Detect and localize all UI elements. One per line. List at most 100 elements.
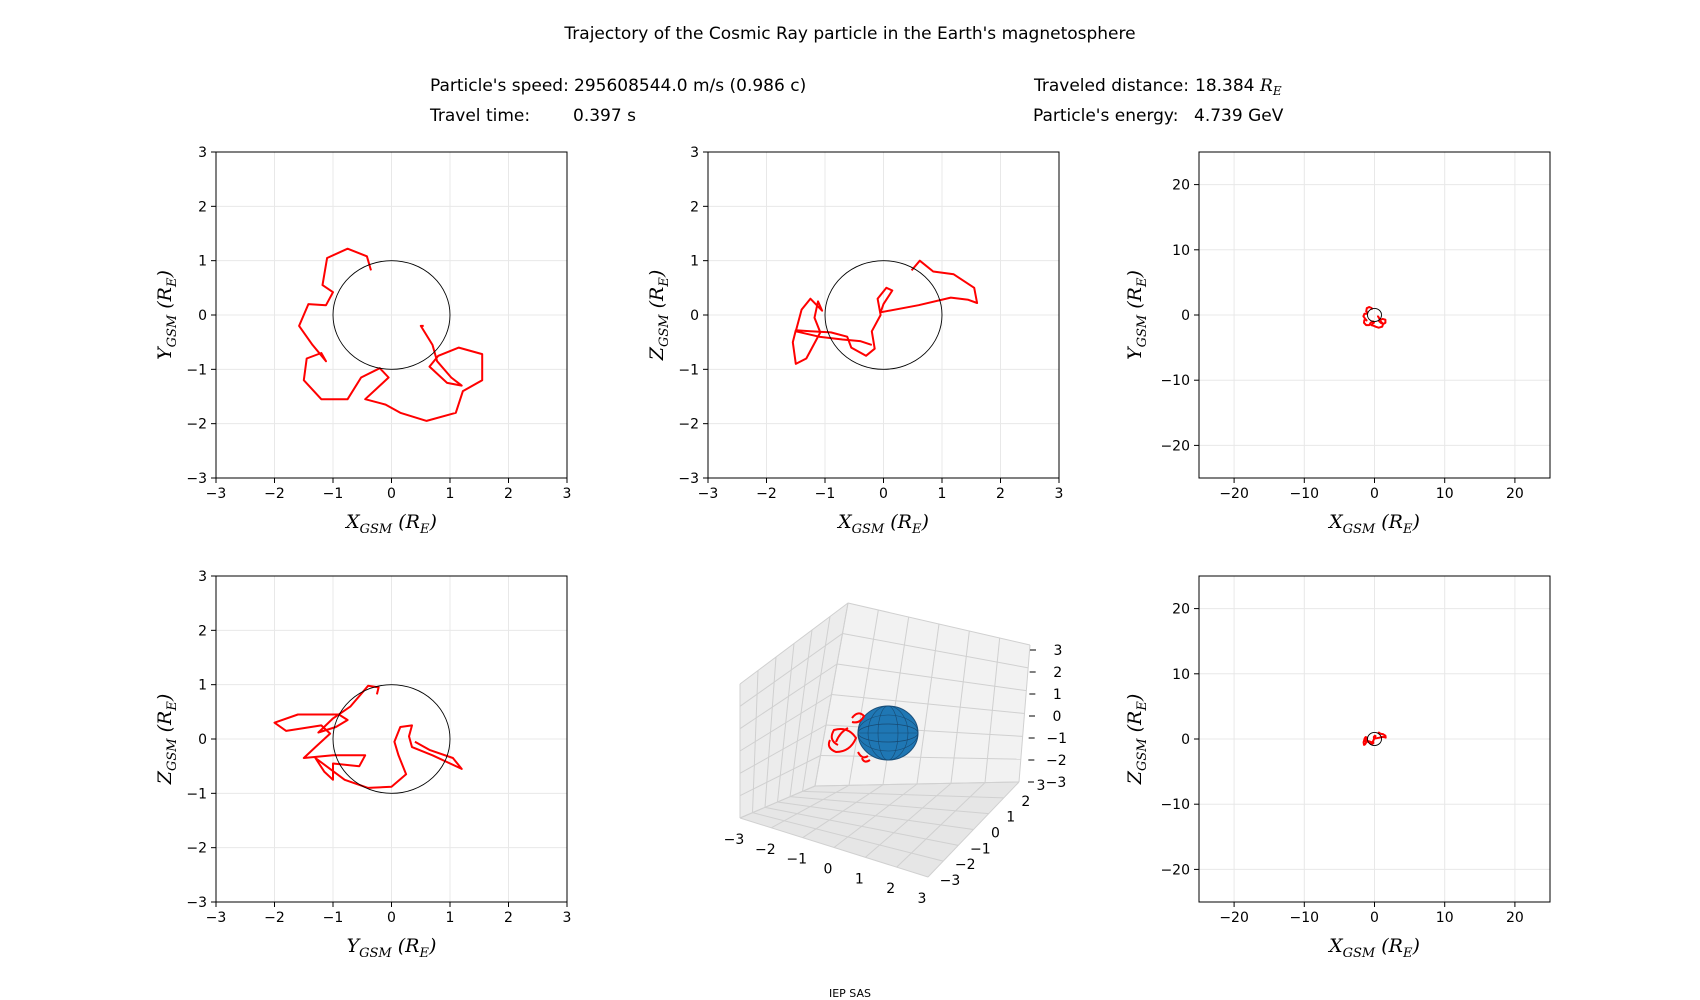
3d-x-tick-label: −1 bbox=[786, 852, 807, 868]
footer-text: IEP SAS bbox=[829, 987, 871, 1000]
y-tick-label: 10 bbox=[1172, 667, 1190, 683]
x-tick-label: 20 bbox=[1506, 910, 1524, 926]
x-tick-label: −2 bbox=[264, 910, 285, 926]
x-tick-label: 0 bbox=[387, 486, 396, 502]
speed-label: Particle's speed: bbox=[430, 76, 569, 96]
y-tick-label: 2 bbox=[198, 199, 207, 215]
y-tick-label: 3 bbox=[690, 145, 699, 161]
3d-y-tick-label: −2 bbox=[955, 857, 976, 873]
trajectory-line bbox=[1362, 306, 1387, 329]
x-tick-label: −2 bbox=[756, 486, 777, 502]
time-label: Travel time: bbox=[429, 106, 530, 126]
3d-x-tick-label: 1 bbox=[855, 871, 864, 887]
y-tick-label: −1 bbox=[186, 362, 207, 378]
y-axis-label: ZGSM (RE) bbox=[646, 270, 672, 362]
figure-title: Trajectory of the Cosmic Ray particle in… bbox=[564, 24, 1136, 44]
x-tick-label: 2 bbox=[504, 910, 513, 926]
3d-gridline bbox=[847, 602, 1031, 646]
distance-value: 18.384 bbox=[1195, 76, 1254, 96]
3d-y-tick-label: 3 bbox=[1037, 778, 1046, 794]
y-tick-label: 3 bbox=[198, 569, 207, 585]
info-panel: Particle's speed: 295608544.0 m/s (0.986… bbox=[429, 76, 1284, 126]
x-tick-label: −3 bbox=[698, 486, 719, 502]
trajectory-line bbox=[273, 684, 463, 789]
x-tick-label: −3 bbox=[206, 486, 227, 502]
earth-outline bbox=[824, 260, 943, 370]
3d-x-tick-label: 2 bbox=[886, 881, 895, 897]
x-tick-label: 1 bbox=[446, 910, 455, 926]
x-tick-label: 0 bbox=[879, 486, 888, 502]
speed-value: 295608544.0 m/s (0.986 c) bbox=[574, 76, 806, 96]
panel-xy-small: −3−3 −2 −2 −1 −1 0 0 1 1 2 2 3 3 XGSM (RE) YGSM (RE) bbox=[154, 145, 571, 537]
distance-label: Traveled distance: bbox=[1033, 76, 1189, 96]
y-tick-label: 1 bbox=[198, 678, 207, 694]
3d-gridline bbox=[814, 602, 849, 787]
y-tick-label: −20 bbox=[1160, 862, 1190, 878]
panel-xz-large: −20 −20 −10 −10 0 0 10 10 20 20 XGSM (RE) ZGSM (RE) bbox=[1124, 575, 1551, 961]
y-tick-label: 20 bbox=[1172, 602, 1190, 618]
y-tick-label: −20 bbox=[1160, 438, 1190, 454]
y-tick-label: −3 bbox=[186, 471, 207, 487]
energy-value: 4.739 GeV bbox=[1194, 106, 1284, 126]
trajectory-line bbox=[791, 259, 979, 365]
y-tick-label: −3 bbox=[186, 895, 207, 911]
trajectory-line bbox=[298, 247, 484, 422]
earth-outline bbox=[1367, 732, 1382, 746]
3d-z-tick-label: 1 bbox=[1053, 687, 1062, 703]
x-tick-label: 2 bbox=[996, 486, 1005, 502]
x-tick-label: 0 bbox=[1370, 910, 1379, 926]
3d-x-tick-label: 3 bbox=[918, 891, 927, 907]
panel-xz-small: −3−3 −2 −2 −1 −1 0 0 1 1 2 2 3 3 XGSM (RE) ZGSM (RE) bbox=[646, 145, 1063, 537]
y-axis-label: ZGSM (RE) bbox=[1124, 694, 1150, 786]
x-axis-label: XGSM (RE) bbox=[1327, 935, 1420, 961]
x-axis-label: XGSM (RE) bbox=[836, 511, 929, 537]
y-tick-label: −2 bbox=[186, 417, 207, 433]
y-tick-label: 1 bbox=[690, 254, 699, 270]
energy-label: Particle's energy: bbox=[1033, 106, 1178, 126]
y-tick-label: 0 bbox=[1181, 732, 1190, 748]
x-tick-label: 10 bbox=[1436, 486, 1454, 502]
x-tick-label: 3 bbox=[563, 910, 572, 926]
x-tick-label: −20 bbox=[1219, 910, 1249, 926]
y-tick-label: −2 bbox=[678, 417, 699, 433]
y-tick-label: 2 bbox=[690, 199, 699, 215]
3d-y-tick-label: −3 bbox=[940, 873, 961, 889]
x-tick-label: −10 bbox=[1290, 486, 1320, 502]
3d-trajectory bbox=[827, 712, 871, 763]
y-tick-label: −1 bbox=[678, 362, 699, 378]
y-tick-label: −3 bbox=[678, 471, 699, 487]
3d-gridline bbox=[814, 781, 1020, 787]
x-tick-label: 3 bbox=[1055, 486, 1064, 502]
earth-outline bbox=[332, 260, 451, 370]
3d-y-tick-label: 2 bbox=[1021, 794, 1030, 810]
3d-z-tick-label: −1 bbox=[1046, 731, 1067, 747]
y-tick-label: 2 bbox=[198, 623, 207, 639]
distance-unit: RE bbox=[1259, 76, 1282, 98]
x-axis-label: XGSM (RE) bbox=[344, 511, 437, 537]
3d-y-tick-label: 0 bbox=[991, 826, 1000, 842]
x-tick-label: −20 bbox=[1219, 486, 1249, 502]
trajectory-line bbox=[1362, 731, 1387, 746]
x-tick-label: −10 bbox=[1290, 910, 1320, 926]
y-tick-label: 20 bbox=[1172, 178, 1190, 194]
x-tick-label: −1 bbox=[323, 486, 344, 502]
3d-x-tick-label: −2 bbox=[755, 842, 776, 858]
x-tick-label: 2 bbox=[504, 486, 513, 502]
y-tick-label: −2 bbox=[186, 841, 207, 857]
3d-z-tick-label: 3 bbox=[1054, 643, 1063, 659]
panel-yz-small: −3−3 −2 −2 −1 −1 0 0 1 1 2 2 3 3 YGSM (RE) ZGSM (RE) bbox=[154, 569, 571, 961]
y-tick-label: −10 bbox=[1160, 797, 1190, 813]
x-axis-label: YGSM (RE) bbox=[347, 935, 437, 961]
y-axis-label: YGSM (RE) bbox=[1124, 270, 1150, 360]
x-tick-label: 0 bbox=[1370, 486, 1379, 502]
y-tick-label: −10 bbox=[1160, 373, 1190, 389]
y-axis-label: ZGSM (RE) bbox=[154, 694, 180, 786]
3d-y-tick-label: −1 bbox=[970, 841, 991, 857]
3d-gridline bbox=[842, 633, 1029, 669]
3d-z-tick-label: −3 bbox=[1046, 775, 1067, 791]
x-tick-label: −3 bbox=[206, 910, 227, 926]
x-tick-label: −2 bbox=[264, 486, 285, 502]
earth-outline bbox=[332, 684, 451, 794]
x-tick-label: −1 bbox=[323, 910, 344, 926]
